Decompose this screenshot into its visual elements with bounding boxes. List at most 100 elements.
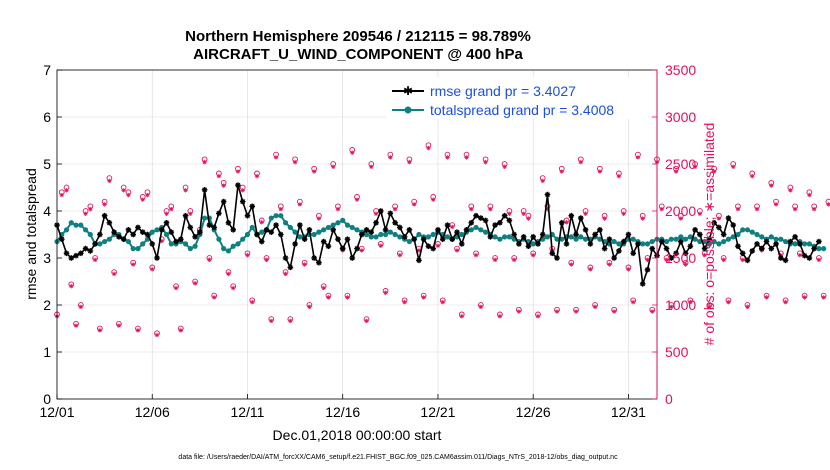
rmse-point <box>554 255 560 261</box>
obs-assimilated-point <box>535 314 541 319</box>
legend: ✱ rmse grand pr = 3.4027 totalspread gra… <box>386 77 648 119</box>
rmse-point <box>478 215 484 221</box>
totalspread-point <box>273 213 279 219</box>
rmse-point <box>758 245 765 252</box>
x-tick-label: 12/01 <box>39 404 74 420</box>
obs-assimilated-point <box>83 211 88 217</box>
x-tick-label: 12/31 <box>611 404 646 420</box>
obs-assimilated-point <box>273 155 279 160</box>
totalspread-point <box>611 238 617 245</box>
totalspread-point <box>573 236 579 242</box>
totalspread-point <box>544 234 551 240</box>
y2-axis-label: # of obs: o=possible; ∗=assimilated <box>701 123 717 346</box>
totalspread-point <box>316 229 322 235</box>
obs-assimilated-point <box>426 145 431 151</box>
obs-assimilated-point <box>502 164 507 170</box>
totalspread-point <box>444 234 451 240</box>
obs-assimilated-point <box>716 216 722 221</box>
obs-assimilated-point <box>626 267 631 272</box>
rmse-point <box>773 241 779 247</box>
rmse-point <box>506 217 513 224</box>
totalspread-point <box>468 227 474 233</box>
totalspread-point <box>802 241 808 247</box>
rmse-point <box>301 236 308 242</box>
obs-assimilated-point <box>59 192 64 198</box>
rmse-point <box>730 222 736 228</box>
obs-assimilated-point <box>64 188 69 193</box>
obs-assimilated-point <box>754 206 760 212</box>
totalspread-point <box>154 227 160 233</box>
rmse-point <box>406 227 413 233</box>
totalspread-point <box>497 236 503 242</box>
totalspread-point <box>754 231 760 238</box>
rmse-point <box>368 229 375 235</box>
totalspread-point <box>168 241 174 247</box>
obs-assimilated-point <box>669 304 674 310</box>
rmse-point <box>125 227 132 233</box>
totalspread-point <box>225 248 232 254</box>
y2-tick-label: 1000 <box>665 297 696 313</box>
obs-assimilated-point <box>169 206 174 212</box>
rmse-point <box>530 234 536 240</box>
rmse-point <box>135 224 141 231</box>
obs-assimilated-point <box>430 197 436 202</box>
rmse-point <box>716 224 722 231</box>
totalspread-point <box>759 234 765 240</box>
obs-assimilated-point <box>788 188 793 193</box>
obs-assimilated-point <box>450 224 455 230</box>
obs-assimilated-point <box>592 304 598 310</box>
obs-assimilated-point <box>316 216 322 221</box>
obs-assimilated-point <box>397 252 403 258</box>
obs-assimilated-point <box>145 192 150 198</box>
totalspread-point <box>668 236 674 242</box>
obs-assimilated-point <box>283 271 288 277</box>
rmse-point <box>578 215 584 221</box>
obs-assimilated-point <box>602 216 607 221</box>
rmse-point <box>725 215 732 221</box>
rmse-point <box>649 245 656 252</box>
rmse-point <box>178 236 184 242</box>
obs-assimilated-point <box>745 304 750 310</box>
x-tick-label: 12/26 <box>516 404 551 420</box>
obs-assimilated-point <box>140 197 145 202</box>
rmse-point <box>801 252 808 259</box>
y-tick-label: 2 <box>43 297 51 313</box>
totalspread-point <box>430 231 436 238</box>
obs-assimilated-point <box>635 155 641 160</box>
totalspread-point <box>135 246 141 252</box>
obs-assimilated-point <box>564 220 569 225</box>
totalspread-point <box>349 224 355 231</box>
rmse-point <box>592 231 598 238</box>
totalspread-point <box>102 238 108 245</box>
rmse-point <box>397 224 403 231</box>
rmse-point <box>182 212 189 219</box>
obs-assimilated-point <box>388 155 393 160</box>
totalspread-point <box>259 229 265 235</box>
totalspread-point <box>687 234 693 240</box>
obs-assimilated-point <box>616 174 622 179</box>
rmse-point <box>435 227 441 233</box>
rmse-point <box>549 250 556 257</box>
totalspread-point <box>568 234 574 240</box>
obs-assimilated-point <box>507 211 512 217</box>
rmse-point <box>806 255 813 261</box>
rmse-point <box>316 259 322 266</box>
totalspread-point <box>792 241 798 247</box>
obs-assimilated-point <box>378 243 384 248</box>
rmse-point <box>168 229 175 235</box>
rmse-point <box>535 241 541 247</box>
y2-tick-label: 2000 <box>665 203 696 219</box>
totalspread-point <box>502 234 508 240</box>
obs-assimilated-point <box>688 299 693 305</box>
rmse-point <box>97 231 103 238</box>
totalspread-point <box>716 241 722 247</box>
rmse-point <box>211 224 217 231</box>
totalspread-point <box>73 222 79 228</box>
y2-axis: 0 500 1000 1500 2000 2500 3000 3500 <box>652 62 696 407</box>
rmse-point <box>87 248 94 254</box>
rmse-point <box>297 222 303 228</box>
rmse-point <box>468 219 475 226</box>
obs-assimilated-point <box>583 211 588 217</box>
obs-assimilated-point <box>183 188 188 193</box>
totalspread-point <box>97 241 103 247</box>
